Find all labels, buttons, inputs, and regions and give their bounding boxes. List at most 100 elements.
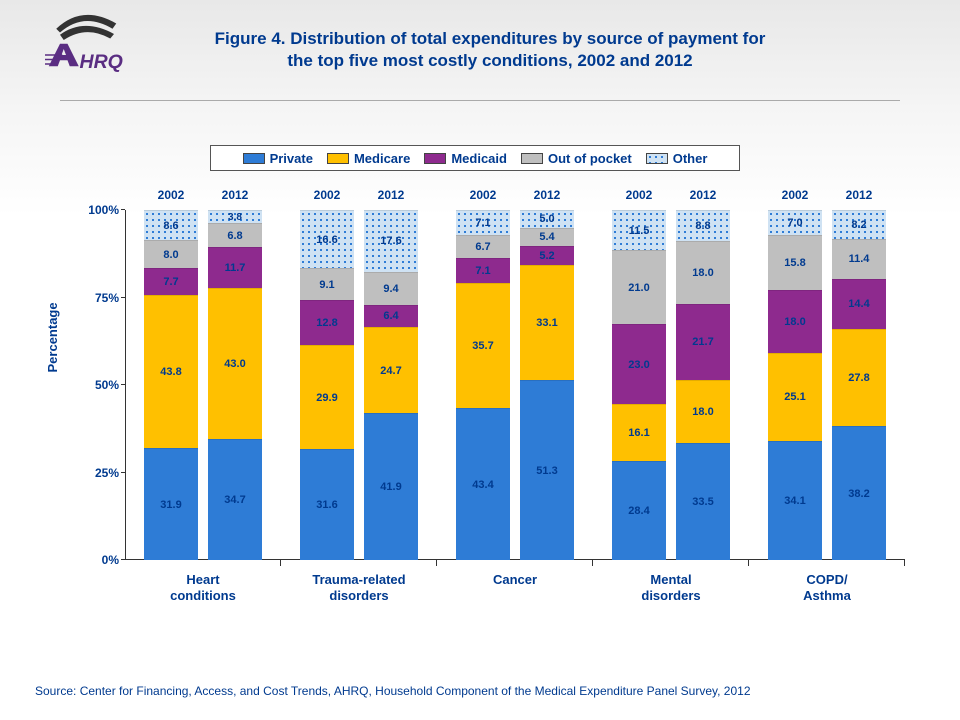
title-line-2: the top five most costly conditions, 200…: [287, 51, 692, 70]
bar-value-label: 18.0: [768, 291, 822, 353]
bar-segment: 14.4: [832, 279, 886, 329]
bar-value-label: 34.1: [768, 442, 822, 560]
bar-segment: 33.1: [520, 265, 574, 381]
plot-area: 200231.943.87.78.08.6201234.743.011.76.8…: [125, 210, 905, 560]
legend-swatch: [521, 153, 543, 164]
bar-value-label: 16.1: [612, 405, 666, 460]
y-tick-mark: [121, 384, 125, 385]
bar-value-label: 8.6: [144, 211, 198, 240]
bar-value-label: 27.8: [832, 330, 886, 426]
y-tick-label: 75%: [95, 291, 119, 305]
bar-value-label: 43.0: [208, 289, 262, 439]
bar-value-label: 12.8: [300, 301, 354, 345]
bar-segment: 3.8: [208, 210, 262, 223]
bar-segment: 11.7: [208, 247, 262, 288]
bar-segment: 6.7: [456, 235, 510, 258]
bar-value-label: 21.7: [676, 305, 730, 380]
stacked-bar: 200243.435.77.16.77.1: [456, 210, 510, 560]
y-tick-label: 50%: [95, 378, 119, 392]
bar-year-label: 2002: [612, 188, 666, 202]
bar-year-label: 2002: [768, 188, 822, 202]
bar-segment: 16.6: [300, 210, 354, 268]
bar-segment: 34.1: [768, 441, 822, 560]
bar-segment: 28.4: [612, 461, 666, 560]
bar-value-label: 33.1: [520, 266, 574, 381]
bar-value-label: 34.7: [208, 440, 262, 560]
bar-year-label: 2002: [144, 188, 198, 202]
legend-label: Medicaid: [451, 151, 507, 166]
y-tick-mark: [121, 209, 125, 210]
group-tick: [436, 560, 437, 566]
bar-value-label: 11.7: [208, 248, 262, 288]
bar-segment: 21.7: [676, 304, 730, 380]
bar-value-label: 5.0: [520, 211, 574, 228]
bar-value-label: 9.1: [300, 269, 354, 300]
bar-value-label: 8.2: [832, 211, 886, 239]
bar-group: 200234.125.118.015.87.0201238.227.814.41…: [749, 210, 905, 560]
legend-item: Out of pocket: [521, 151, 632, 166]
y-tick-label: 25%: [95, 466, 119, 480]
figure-title: Figure 4. Distribution of total expendit…: [180, 28, 800, 72]
bar-value-label: 6.7: [456, 236, 510, 258]
bar-value-label: 31.6: [300, 450, 354, 560]
chart: PrivateMedicareMedicaidOut of pocketOthe…: [30, 145, 930, 645]
bar-segment: 9.1: [300, 268, 354, 300]
bar-segment: 23.0: [612, 324, 666, 405]
legend-item: Private: [243, 151, 313, 166]
stacked-bar: 200234.125.118.015.87.0: [768, 210, 822, 560]
source-citation: Source: Center for Financing, Access, an…: [35, 684, 751, 698]
y-tick-label: 100%: [88, 203, 119, 217]
bar-segment: 8.0: [144, 240, 198, 268]
bar-segment: 5.2: [520, 246, 574, 264]
bar-segment: 29.9: [300, 345, 354, 450]
bar-segment: 31.9: [144, 448, 198, 560]
bar-segment: 25.1: [768, 353, 822, 441]
bar-value-label: 35.7: [456, 284, 510, 408]
bar-value-label: 24.7: [364, 328, 418, 413]
ahrq-logo: HRQ: [45, 10, 135, 85]
bar-segment: 18.0: [768, 290, 822, 353]
bar-segment: 8.8: [676, 210, 730, 241]
group-label: Mentaldisorders: [593, 572, 749, 603]
bar-year-label: 2012: [208, 188, 262, 202]
stacked-bar: 200228.416.123.021.011.5: [612, 210, 666, 560]
bar-segment: 9.4: [364, 272, 418, 305]
group-label: COPD/Asthma: [749, 572, 905, 603]
bar-group: 200231.629.912.89.116.6201241.924.76.49.…: [281, 210, 437, 560]
bar-value-label: 15.8: [768, 236, 822, 290]
bar-group: 200228.416.123.021.011.5201233.518.021.7…: [593, 210, 749, 560]
bar-segment: 43.8: [144, 295, 198, 448]
bar-segment: 15.8: [768, 235, 822, 290]
stacked-bar: 201238.227.814.411.48.2: [832, 210, 886, 560]
stacked-bar: 200231.943.87.78.08.6: [144, 210, 198, 560]
bar-value-label: 14.4: [832, 280, 886, 329]
legend-label: Private: [270, 151, 313, 166]
bar-segment: 12.8: [300, 300, 354, 345]
bar-value-label: 8.8: [676, 211, 730, 241]
bar-value-label: 7.7: [144, 269, 198, 295]
bar-value-label: 23.0: [612, 325, 666, 405]
bar-segment: 7.1: [456, 210, 510, 235]
bar-value-label: 33.5: [676, 444, 730, 560]
legend-label: Medicare: [354, 151, 410, 166]
bar-value-label: 16.6: [300, 211, 354, 268]
group-label: Cancer: [437, 572, 593, 588]
group-tick: [748, 560, 749, 566]
bar-value-label: 18.0: [676, 242, 730, 304]
bar-value-label: 6.8: [208, 224, 262, 247]
legend-swatch: [424, 153, 446, 164]
bar-value-label: 38.2: [832, 427, 886, 560]
bar-group: 200231.943.87.78.08.6201234.743.011.76.8…: [125, 210, 281, 560]
legend: PrivateMedicareMedicaidOut of pocketOthe…: [210, 145, 740, 171]
bar-value-label: 17.6: [364, 211, 418, 272]
bar-segment: 51.3: [520, 380, 574, 560]
group-tick: [280, 560, 281, 566]
bar-segment: 43.0: [208, 288, 262, 439]
stacked-bar: 201233.518.021.718.08.8: [676, 210, 730, 560]
legend-swatch: [243, 153, 265, 164]
bar-segment: 16.1: [612, 404, 666, 460]
bar-segment: 31.6: [300, 449, 354, 560]
bar-segment: 8.2: [832, 210, 886, 239]
bar-value-label: 25.1: [768, 354, 822, 441]
stacked-bar: 201234.743.011.76.83.8: [208, 210, 262, 560]
